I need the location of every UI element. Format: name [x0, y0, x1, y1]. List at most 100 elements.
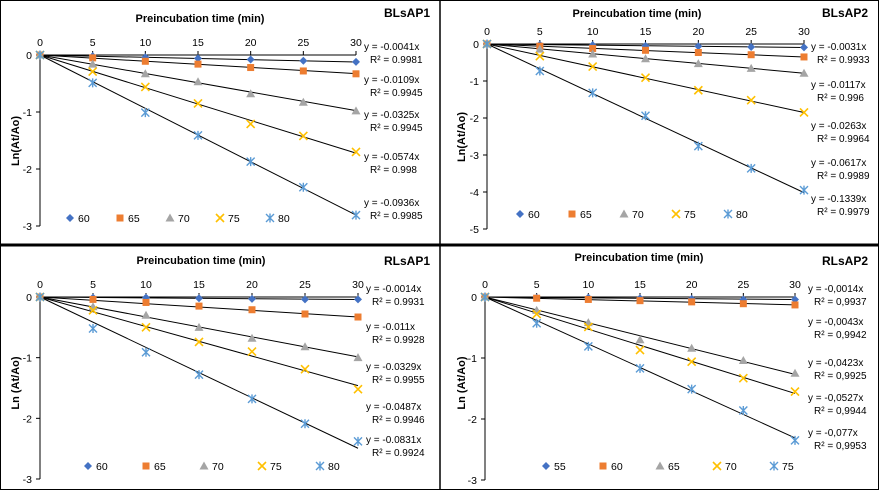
trendline-equation: y = -0.0041x: [364, 42, 419, 53]
legend-label: 55: [554, 461, 566, 473]
legend-marker-80: [315, 461, 325, 471]
data-point-75: [300, 364, 310, 374]
y-tick-label: -2: [23, 164, 32, 176]
trendline-equation: y = -0,0043x: [808, 317, 863, 328]
data-point-75: [88, 66, 98, 77]
data-point-60: [299, 56, 308, 65]
data-point-75: [141, 322, 151, 332]
legend-label: 60: [611, 461, 623, 473]
data-point-75: [246, 119, 256, 129]
data-point-60: [800, 43, 808, 52]
data-point-70: [353, 353, 363, 362]
data-point-65: [195, 302, 203, 310]
y-tick-label: -3: [468, 475, 477, 487]
data-point-70: [746, 63, 756, 72]
legend-label: 70: [178, 213, 190, 225]
data-point-80: [353, 436, 363, 446]
data-point-65: [299, 67, 307, 75]
x-tick-label: 10: [587, 26, 599, 38]
data-point-60: [584, 295, 592, 303]
trendline-r2: R² = 0.9945: [370, 123, 423, 134]
data-point-60: [636, 297, 644, 305]
trendline-equation: y = -0.011x: [366, 322, 415, 333]
legend-label: 60: [528, 209, 540, 221]
data-point-80: [799, 185, 809, 195]
data-point-80: [247, 394, 257, 404]
x-tick-label: 0: [484, 26, 490, 38]
data-point-65: [589, 44, 597, 52]
data-point-80: [193, 130, 203, 140]
trendline-equation: y = -0.0325x: [364, 110, 419, 121]
data-point-70: [635, 345, 645, 355]
chart-title: Preincubation time (min): [137, 255, 266, 267]
legend-marker-75: [769, 461, 779, 471]
legend-label: 65: [128, 213, 140, 225]
data-point-65: [89, 54, 97, 62]
data-point-75: [693, 85, 703, 95]
data-point-75: [640, 73, 651, 83]
data-point-80: [298, 182, 308, 192]
y-tick-label: 0: [26, 50, 32, 62]
y-axis-label: Ln (At/Ao): [456, 356, 468, 409]
data-point-75: [746, 95, 756, 105]
data-point-80: [88, 78, 98, 88]
data-point-65: [354, 313, 362, 321]
data-point-65: [790, 368, 800, 377]
trendline-r2: R² = 0,9937: [814, 297, 867, 308]
y-tick-label: -3: [23, 221, 32, 233]
data-point-70: [790, 386, 800, 397]
data-point-65: [352, 70, 360, 78]
legend-label: 70: [725, 461, 737, 473]
legend-label: 80: [278, 213, 290, 225]
data-point-75: [351, 147, 361, 157]
x-tick-label: 25: [297, 37, 309, 49]
data-point-75: [687, 384, 697, 394]
data-point-65: [738, 355, 748, 364]
legend-marker-75: [257, 461, 267, 471]
legend-marker-65: [116, 214, 124, 222]
data-point-75: [535, 51, 545, 61]
data-point-60: [248, 294, 256, 303]
trendline-r2: R² = 0,9942: [814, 330, 867, 341]
data-point-65: [747, 51, 755, 59]
chart-title: Preincubation time (min): [573, 8, 702, 20]
legend-marker-75: [671, 209, 681, 219]
x-tick-label: 30: [789, 279, 801, 291]
trendline-r2: R² = 0.9989: [817, 171, 870, 182]
trendline-r2: R² = 0.9964: [817, 134, 870, 145]
data-point-60: [747, 42, 756, 51]
data-point-60: [301, 295, 309, 304]
x-tick-label: 10: [582, 279, 594, 291]
y-axis-label: Ln(At/Ao): [456, 112, 468, 162]
data-point-60: [694, 42, 703, 51]
legend-marker-80: [265, 213, 275, 223]
data-point-75: [532, 318, 542, 328]
data-point-75: [799, 107, 809, 118]
chart-panel-blsap1: Preincubation time (min) BLsAP1 Ln(At/Ao) 0…: [10, 6, 430, 233]
y-tick-label: 0: [26, 292, 32, 304]
legend-marker-60: [84, 462, 92, 470]
panel-label: BLsAP1: [384, 6, 430, 20]
y-tick-label: -2: [468, 414, 477, 426]
trendline-equation: y = -0.0329x: [366, 362, 421, 373]
y-tick-label: -1: [468, 353, 477, 365]
legend-marker-80: [723, 209, 733, 219]
chart-title: Preincubation time (min): [136, 13, 265, 25]
x-tick-label: 0: [37, 279, 43, 291]
data-point-60: [354, 295, 362, 304]
data-point-80: [588, 88, 598, 98]
trendline-r2: R² = 0.996: [817, 93, 864, 104]
data-point-60: [246, 55, 255, 64]
trendline-r2: R² = 0,9944: [814, 406, 867, 417]
trendline-equation: y = -0.0574x: [364, 152, 419, 163]
data-point-70: [687, 357, 697, 367]
x-tick-label: 10: [140, 279, 152, 291]
data-point-75: [480, 292, 490, 302]
data-point-70: [246, 89, 256, 98]
data-point-60: [533, 294, 541, 302]
legend-marker-60: [599, 462, 607, 470]
x-tick-label: 20: [245, 37, 257, 49]
data-point-70: [799, 68, 809, 77]
legend-marker-70: [712, 461, 722, 471]
x-tick-label: 20: [692, 26, 704, 38]
